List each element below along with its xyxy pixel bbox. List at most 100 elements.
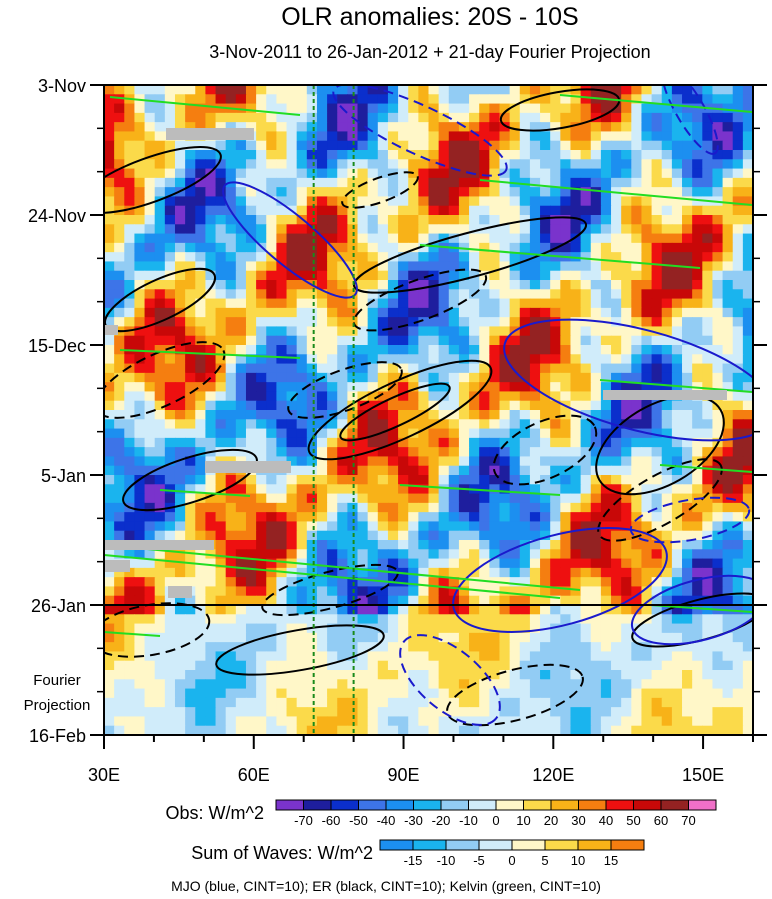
heatmap-cell	[661, 326, 673, 337]
heatmap-cell	[235, 428, 247, 439]
heatmap-cell	[661, 465, 673, 476]
heatmap-cell	[174, 697, 186, 708]
heatmap-cell	[185, 196, 196, 207]
heatmap-cell	[398, 289, 409, 300]
heatmap-cell	[215, 363, 227, 374]
heatmap-cell	[611, 215, 622, 225]
heatmap-cell	[235, 642, 247, 653]
heatmap-cell	[316, 150, 328, 160]
heatmap-cell	[671, 307, 683, 318]
heatmap-cell	[631, 261, 643, 272]
kelvin-contour	[419, 244, 701, 269]
heatmap-cell	[570, 605, 582, 615]
heatmap-cell	[377, 85, 389, 95]
heatmap-cell	[306, 122, 318, 133]
heatmap-cell	[712, 707, 724, 718]
er-contour	[104, 146, 222, 214]
heatmap-cell	[306, 224, 318, 235]
heatmap-cell	[682, 345, 693, 355]
heatmap-cell	[276, 540, 288, 550]
heatmap-cell	[286, 670, 298, 680]
heatmap-cell	[570, 512, 582, 523]
heatmap-cell	[621, 233, 632, 244]
heatmap-cell	[367, 289, 379, 300]
heatmap-cell	[489, 707, 501, 718]
heatmap-cell	[499, 567, 511, 578]
heatmap-cell	[651, 707, 663, 718]
heatmap-cell	[428, 363, 440, 374]
heatmap-cell	[621, 605, 632, 615]
heatmap-cell	[327, 623, 338, 634]
heatmap-cell	[114, 549, 125, 560]
heatmap-cell	[469, 465, 480, 476]
heatmap-cell	[550, 688, 561, 699]
heatmap-cell	[154, 447, 166, 458]
heatmap-cell	[316, 558, 328, 569]
heatmap-cell	[438, 317, 450, 328]
heatmap-cell	[641, 363, 653, 374]
heatmap-cell	[398, 688, 409, 699]
heatmap-cell	[621, 437, 632, 448]
heatmap-cell	[448, 679, 460, 690]
heatmap-cell	[408, 242, 419, 253]
heatmap-cell	[702, 168, 714, 179]
heatmap-cell	[154, 605, 166, 615]
heatmap-cell	[621, 372, 632, 383]
heatmap-cell	[337, 530, 348, 541]
heatmap-cell	[195, 456, 207, 467]
heatmap-cell	[479, 363, 490, 374]
heatmap-cell	[245, 345, 257, 355]
heatmap-cell	[438, 168, 450, 179]
heatmap-cell	[205, 558, 217, 569]
heatmap-cell	[479, 261, 490, 272]
heatmap-cell	[195, 642, 207, 653]
heatmap-cell	[327, 670, 338, 680]
heatmap-cell	[448, 196, 460, 207]
heatmap-cell	[479, 122, 490, 133]
heatmap-cell	[600, 382, 612, 393]
heatmap-cell	[458, 391, 470, 402]
heatmap-cell	[560, 605, 572, 615]
heatmap-cell	[712, 614, 724, 625]
heatmap-cell	[489, 595, 501, 606]
heatmap-cell	[702, 540, 714, 550]
heatmap-cell	[661, 558, 673, 569]
heatmap-cell	[357, 354, 369, 365]
heatmap-cell	[722, 261, 734, 272]
heatmap-cell	[631, 131, 643, 142]
heatmap-cell	[256, 196, 267, 207]
heatmap-cell	[469, 400, 480, 411]
heatmap-cell	[570, 540, 582, 550]
heatmap-cell	[245, 205, 257, 216]
heatmap-cell	[418, 521, 430, 532]
heatmap-cell	[398, 725, 409, 735]
heatmap-cell	[256, 298, 267, 309]
heatmap-cell	[671, 465, 683, 476]
heatmap-cell	[205, 632, 217, 643]
heatmap-cell	[519, 372, 531, 383]
heatmap-cell	[235, 651, 247, 662]
heatmap-cell	[205, 261, 217, 272]
heatmap-cell	[327, 549, 338, 560]
heatmap-cell	[195, 697, 207, 708]
heatmap-cell	[408, 150, 419, 160]
heatmap-cell	[174, 289, 186, 300]
heatmap-cell	[661, 112, 673, 123]
heatmap-cell	[611, 651, 622, 662]
heatmap-cell	[357, 261, 369, 272]
heatmap-cell	[367, 159, 379, 170]
heatmap-cell	[185, 400, 196, 411]
heatmap-cell	[154, 354, 166, 365]
heatmap-cell	[448, 261, 460, 272]
heatmap-cell	[540, 159, 551, 170]
heatmap-cell	[114, 642, 125, 653]
er-contour-neg	[104, 341, 226, 419]
heatmap-cell	[590, 224, 602, 235]
heatmap-cell	[185, 437, 196, 448]
heatmap-cell	[306, 345, 318, 355]
heatmap-cell	[387, 317, 399, 328]
heatmap-cell	[114, 447, 125, 458]
heatmap-cell	[712, 177, 724, 188]
heatmap-cell	[702, 670, 714, 680]
heatmap-cell	[428, 688, 440, 699]
